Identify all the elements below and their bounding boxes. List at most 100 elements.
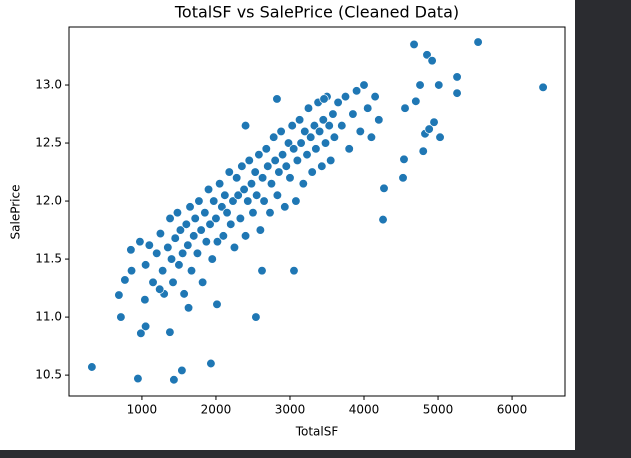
point xyxy=(172,208,183,218)
point xyxy=(140,321,151,332)
point xyxy=(240,231,251,241)
point xyxy=(281,161,291,171)
point xyxy=(240,120,251,131)
point xyxy=(324,120,334,131)
point xyxy=(186,266,197,276)
point xyxy=(133,373,143,384)
point xyxy=(165,213,175,224)
point xyxy=(298,179,308,189)
point xyxy=(265,208,275,218)
point xyxy=(163,242,173,253)
x-tick-label: 2000 xyxy=(201,403,232,417)
point xyxy=(274,167,284,177)
point xyxy=(434,80,444,90)
point xyxy=(203,184,214,195)
point xyxy=(233,190,243,200)
point xyxy=(355,126,365,137)
point xyxy=(179,289,189,299)
point xyxy=(424,124,434,134)
point xyxy=(269,132,279,142)
point xyxy=(248,208,258,218)
point xyxy=(144,240,154,250)
point xyxy=(252,190,262,200)
point xyxy=(409,39,419,50)
point xyxy=(329,132,340,142)
point xyxy=(181,219,191,229)
point xyxy=(211,213,221,224)
point xyxy=(232,173,242,183)
point xyxy=(226,219,236,229)
y-tick-label: 11.5 xyxy=(35,252,62,266)
plot-frame xyxy=(68,26,566,397)
point xyxy=(326,155,336,166)
point xyxy=(177,365,187,376)
point xyxy=(411,96,421,106)
point xyxy=(318,115,328,125)
point xyxy=(429,117,439,127)
y-tick-label: 13.0 xyxy=(35,78,62,92)
chart-title: TotalSF vs SalePrice (Cleaned Data) xyxy=(174,3,459,22)
point xyxy=(359,80,369,90)
point xyxy=(276,126,286,137)
y-axis-label: SalePrice xyxy=(9,185,23,240)
point xyxy=(201,237,211,247)
point xyxy=(287,120,297,131)
point xyxy=(306,132,316,142)
point xyxy=(165,327,175,337)
point xyxy=(294,115,305,125)
point xyxy=(259,196,269,206)
point xyxy=(370,91,380,102)
point xyxy=(207,254,217,264)
point xyxy=(235,213,246,224)
point xyxy=(155,284,165,294)
point xyxy=(333,97,343,108)
point xyxy=(209,196,219,206)
x-tick-label: 4000 xyxy=(349,403,380,417)
point xyxy=(228,196,238,206)
point xyxy=(174,260,184,270)
point xyxy=(175,225,186,235)
point xyxy=(291,196,301,206)
point xyxy=(126,245,136,255)
point xyxy=(366,132,377,142)
point xyxy=(280,202,290,212)
point xyxy=(415,80,425,90)
y-tick-label: 10.5 xyxy=(35,368,62,382)
point xyxy=(277,149,288,160)
point xyxy=(328,109,338,119)
point xyxy=(266,179,277,189)
point xyxy=(422,50,432,60)
point xyxy=(320,138,331,148)
point xyxy=(296,138,306,148)
point xyxy=(224,167,234,177)
point xyxy=(114,290,124,300)
point xyxy=(283,138,294,148)
point xyxy=(378,214,388,225)
point xyxy=(427,56,437,66)
point xyxy=(303,103,314,113)
point xyxy=(200,208,210,218)
point xyxy=(246,179,257,189)
point xyxy=(116,312,126,322)
point xyxy=(136,328,146,338)
point xyxy=(255,225,266,235)
point xyxy=(302,149,312,160)
point xyxy=(189,231,199,241)
point xyxy=(337,120,347,131)
point xyxy=(87,362,97,372)
point xyxy=(311,144,321,154)
point xyxy=(205,219,215,229)
point xyxy=(314,126,325,137)
point xyxy=(148,277,158,287)
point xyxy=(418,146,428,156)
point xyxy=(215,179,225,189)
figure-background xyxy=(0,0,575,450)
point xyxy=(135,237,145,247)
point xyxy=(348,109,358,119)
point xyxy=(185,202,195,212)
point xyxy=(140,295,150,305)
point xyxy=(270,155,280,166)
point xyxy=(272,190,283,200)
point xyxy=(317,161,327,171)
